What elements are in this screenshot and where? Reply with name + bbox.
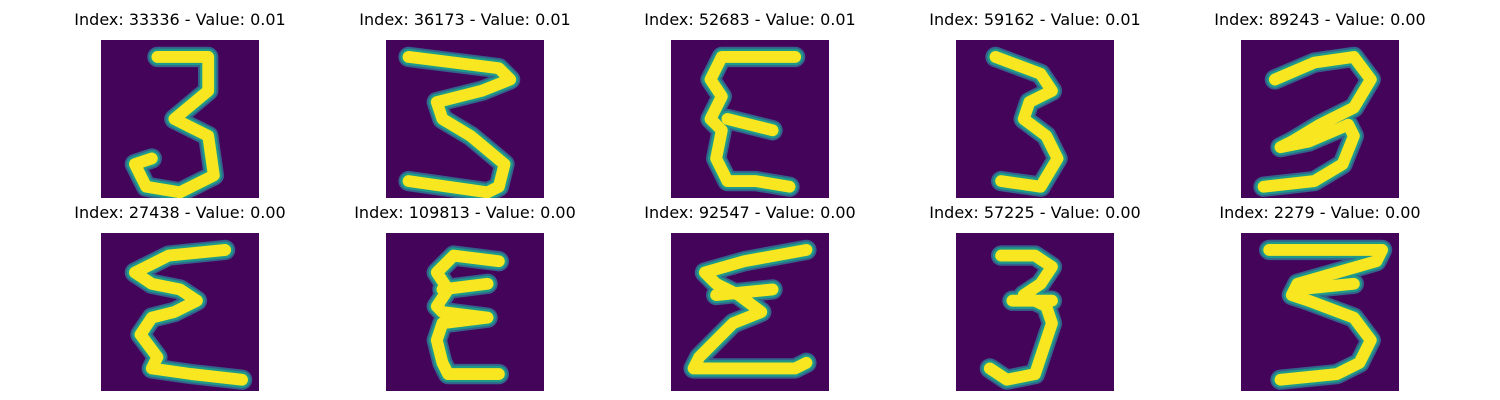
digit-panel: Index: 57225 - Value: 0.00	[915, 201, 1155, 391]
digit-image	[101, 40, 259, 198]
panel-title: Index: 33336 - Value: 0.01	[74, 10, 286, 29]
panel-title: Index: 36173 - Value: 0.01	[359, 10, 571, 29]
panel-title: Index: 89243 - Value: 0.00	[1214, 10, 1426, 29]
digit-stroke	[989, 51, 1064, 193]
digit-image	[671, 233, 829, 391]
digit-stroke	[710, 283, 779, 301]
digit-stroke	[1291, 277, 1360, 296]
digit-stroke	[1257, 51, 1377, 193]
digit-stroke	[128, 51, 220, 198]
panel-title: Index: 92547 - Value: 0.00	[644, 203, 856, 222]
digit-stroke	[402, 51, 517, 198]
digit-panel: Index: 2279 - Value: 0.00	[1200, 201, 1440, 391]
digit-image	[1241, 40, 1399, 198]
digit-stroke	[721, 113, 779, 137]
digit-image	[956, 233, 1114, 391]
digit-stroke	[430, 249, 505, 380]
panel-title: Index: 2279 - Value: 0.00	[1219, 203, 1421, 222]
digit-image	[101, 233, 259, 391]
panel-title: Index: 57225 - Value: 0.00	[929, 203, 1141, 222]
digit-panel: Index: 36173 - Value: 0.01	[345, 8, 585, 198]
digit-image	[386, 40, 544, 198]
digit-stroke	[1263, 244, 1388, 386]
digit-panel: Index: 52683 - Value: 0.01	[630, 8, 870, 198]
digit-image	[671, 40, 829, 198]
panel-title: Index: 109813 - Value: 0.00	[354, 203, 576, 222]
digit-image	[386, 233, 544, 391]
digit-stroke	[436, 277, 494, 296]
digit-stroke	[704, 51, 802, 193]
panel-title: Index: 27438 - Value: 0.00	[74, 203, 286, 222]
panel-title: Index: 59162 - Value: 0.01	[929, 10, 1141, 29]
digit-panel: Index: 33336 - Value: 0.01	[60, 8, 300, 198]
digit-stroke	[128, 244, 248, 386]
digit-panel: Index: 92547 - Value: 0.00	[630, 201, 870, 391]
digit-panel: Index: 59162 - Value: 0.01	[915, 8, 1155, 198]
digit-image	[956, 40, 1114, 198]
digit-image	[1241, 233, 1399, 391]
panel-title: Index: 52683 - Value: 0.01	[644, 10, 856, 29]
digit-panel: Index: 89243 - Value: 0.00	[1200, 8, 1440, 198]
digit-panel: Index: 27438 - Value: 0.00	[60, 201, 300, 391]
digit-panel: Index: 109813 - Value: 0.00	[345, 201, 585, 391]
digit-stroke	[687, 244, 813, 375]
